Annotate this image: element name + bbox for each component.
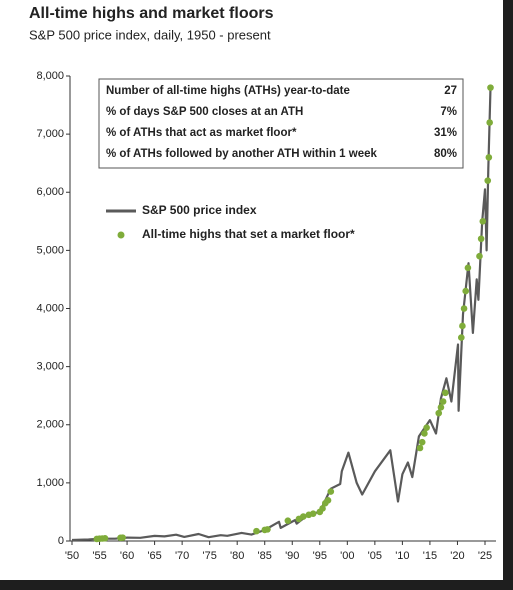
floor-dot xyxy=(423,424,430,431)
y-tick-label: 3,000 xyxy=(36,361,64,373)
y-tick-label: 5,000 xyxy=(36,244,64,256)
price-line xyxy=(71,87,492,542)
floor-dot xyxy=(421,430,428,437)
y-tick-label: 6,000 xyxy=(36,186,64,198)
floor-dot xyxy=(458,334,465,341)
x-tick-label: '25 xyxy=(478,550,492,562)
x-tick-label: '65 xyxy=(147,550,161,562)
floor-dot xyxy=(462,287,470,295)
floor-dot xyxy=(476,252,483,260)
x-tick-label: '20 xyxy=(450,550,464,562)
floor-dot xyxy=(327,488,335,495)
x-tick-label: '10 xyxy=(395,550,409,562)
x-tick-label: '15 xyxy=(423,550,437,562)
stat-label: % of days S&P 500 closes at an ATH xyxy=(106,106,303,118)
chart: All-time highs and market floors S&P 500… xyxy=(29,5,496,562)
chart-subtitle: S&P 500 price index, daily, 1950 - prese… xyxy=(29,27,271,42)
stats-box xyxy=(98,78,464,169)
floor-dot xyxy=(460,305,468,312)
x-tick-label: '70 xyxy=(175,550,189,562)
stat-value: 7% xyxy=(440,106,457,118)
floor-dot xyxy=(479,218,487,225)
y-tick-label: 7,000 xyxy=(36,128,64,140)
stat-value: 31% xyxy=(434,127,457,139)
stat-value: 27 xyxy=(444,85,457,97)
y-tick-label: 1,000 xyxy=(36,477,64,489)
floor-dot xyxy=(477,235,485,243)
floor-dot xyxy=(439,398,447,405)
legend-swatch xyxy=(117,231,125,239)
floor-dot xyxy=(101,535,109,542)
legend-label: All-time highs that set a market floor* xyxy=(142,227,355,241)
floor-dot xyxy=(437,404,445,411)
x-tick-label: '50 xyxy=(65,550,79,562)
x-tick-label: '90 xyxy=(285,550,299,562)
floor-dot xyxy=(435,409,443,417)
x-tick-label: '80 xyxy=(230,550,244,562)
floor-dot xyxy=(119,534,126,541)
floor-dot xyxy=(418,438,426,446)
x-tick-label: '55 xyxy=(92,550,106,562)
stat-label: Number of all-time highs (ATHs) year-to-… xyxy=(106,85,350,97)
stat-label: % of ATHs followed by another ATH within… xyxy=(106,148,378,160)
y-tick-label: 2,000 xyxy=(36,419,64,431)
floor-dot xyxy=(284,517,292,524)
x-tick-label: '75 xyxy=(202,550,216,562)
y-tick-label: 4,000 xyxy=(36,302,64,314)
stat-value: 80% xyxy=(434,148,457,160)
chart-title: All-time highs and market floors xyxy=(29,5,274,22)
floor-dot xyxy=(484,177,492,184)
x-tick-label: '95 xyxy=(313,550,327,562)
x-tick-label: '00 xyxy=(340,550,354,562)
floor-dot xyxy=(442,389,449,397)
x-tick-label: '60 xyxy=(120,550,134,562)
y-tick-label: 0 xyxy=(58,535,64,547)
stat-label: % of ATHs that act as market floor* xyxy=(106,127,297,139)
floor-dot xyxy=(253,527,260,535)
legend-label: S&P 500 price index xyxy=(142,203,257,217)
floor-dot xyxy=(324,497,332,504)
floor-dot xyxy=(485,154,493,161)
floor-dot xyxy=(487,84,494,91)
floor-dot xyxy=(319,505,326,512)
floor-dot xyxy=(309,510,317,517)
floor-dot xyxy=(264,526,271,533)
floor-dot xyxy=(299,513,307,520)
y-tick-label: 8,000 xyxy=(36,70,64,82)
x-tick-label: '85 xyxy=(258,550,272,562)
floor-dot xyxy=(464,264,472,272)
floor-dot xyxy=(459,322,466,330)
x-tick-label: '05 xyxy=(368,550,382,562)
floor-dot xyxy=(416,444,424,452)
card: All-time highs and market floors S&P 500… xyxy=(0,0,503,580)
floor-dot xyxy=(486,119,493,126)
